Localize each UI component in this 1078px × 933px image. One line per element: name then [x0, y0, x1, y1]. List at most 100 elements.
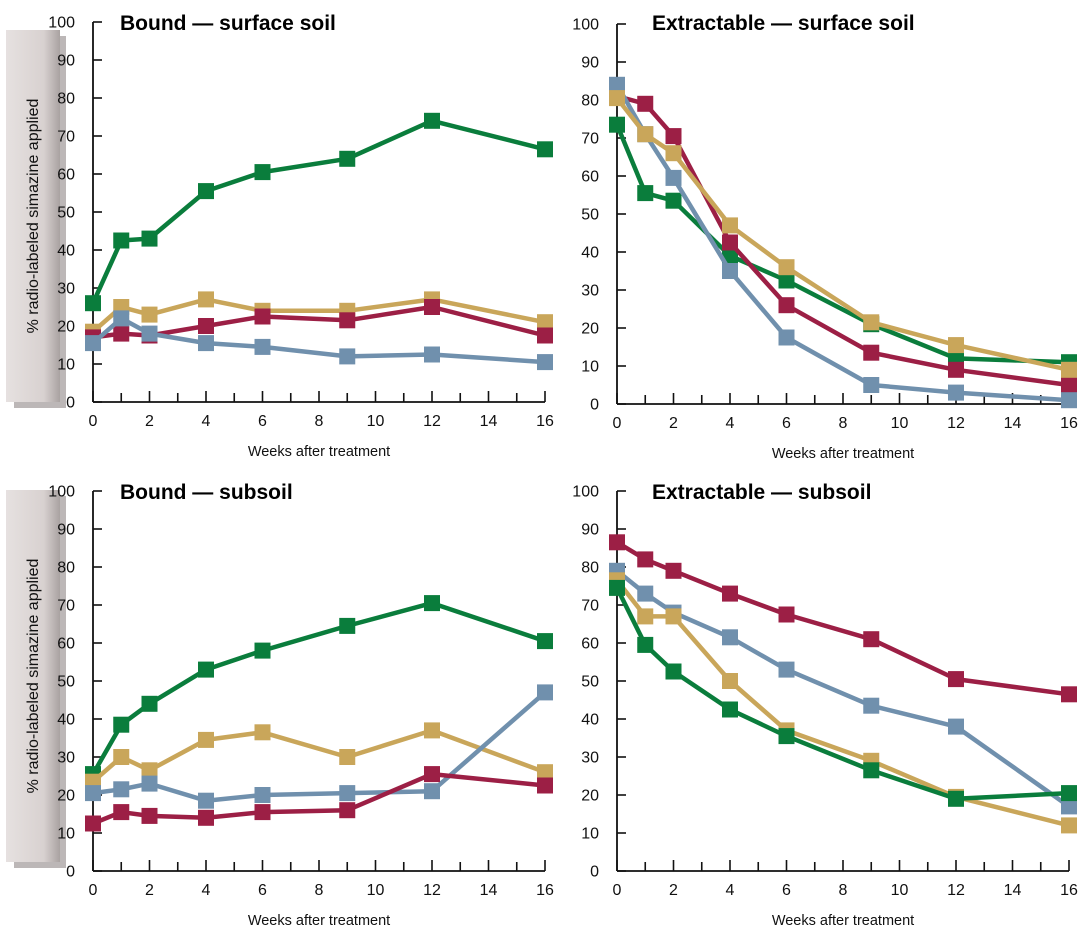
x-tick-label: 8	[315, 882, 324, 899]
data-point-blue	[1061, 392, 1077, 409]
data-point-blue	[722, 629, 738, 646]
y-tick-label: 100	[48, 484, 75, 501]
x-tick-label: 12	[947, 415, 965, 432]
chart-panel: 0 10 20 30 40 50 60 70 80 90 100 0 2 4 6 8 10 12 14 16 Weeks…	[572, 481, 1078, 929]
data-point-maroon	[254, 308, 271, 325]
data-point-blue	[778, 661, 795, 678]
data-point-green	[537, 141, 553, 158]
series-green	[85, 112, 553, 312]
panel-title: Extractable — subsoil	[652, 481, 871, 504]
series-line-tan	[91, 728, 546, 784]
y-tick-label: 20	[57, 788, 75, 805]
data-point-blue	[85, 335, 101, 352]
y-tick-label: 100	[572, 484, 599, 501]
x-tick-label: 14	[1004, 882, 1022, 899]
data-point-tan	[424, 722, 440, 739]
data-point-blue	[778, 329, 795, 346]
data-point-tan	[339, 749, 356, 765]
y-tick-label: 90	[581, 55, 599, 72]
series-line-blue	[91, 316, 546, 365]
x-tick-label: 4	[726, 415, 735, 432]
data-point-green	[722, 701, 738, 718]
y-tick-label: 30	[57, 750, 75, 767]
series-maroon	[609, 534, 1077, 703]
series-maroon	[85, 766, 553, 832]
series-green	[609, 579, 1077, 807]
data-point-blue	[637, 585, 654, 602]
y-tick-label: 80	[581, 560, 599, 577]
data-point-maroon	[637, 551, 654, 568]
data-point-maroon	[113, 325, 130, 342]
y-tick-label: 0	[590, 397, 599, 414]
y-tick-label: 40	[57, 712, 75, 729]
data-point-blue	[113, 310, 130, 327]
data-point-blue	[141, 325, 158, 342]
data-point-tan	[722, 217, 738, 234]
data-point-blue	[537, 684, 553, 701]
data-point-blue	[948, 384, 964, 401]
x-tick-label: 12	[423, 882, 441, 899]
data-point-blue	[113, 781, 130, 798]
panel-title: Bound — subsoil	[120, 481, 293, 504]
series-maroon	[609, 88, 1077, 393]
x-tick-label: 10	[891, 415, 909, 432]
y-tick-label: 40	[57, 243, 75, 260]
data-point-tan	[637, 608, 654, 625]
y-tick-label: 10	[581, 826, 599, 843]
chart-panel: 0 10 20 30 40 50 60 70 80 90 100 0 2 4 6 8 10 12 14 16 Weeks…	[48, 12, 554, 460]
data-point-green	[113, 716, 130, 733]
x-axis-title: Weeks after treatment	[248, 913, 390, 929]
y-tick-label: 60	[581, 169, 599, 186]
data-point-tan	[665, 608, 682, 625]
data-point-green	[609, 579, 625, 596]
data-point-green	[141, 695, 158, 712]
data-point-green	[665, 192, 682, 209]
y-tick-label: 0	[66, 864, 75, 881]
y-tick-label: 0	[590, 864, 599, 881]
y-tick-label: 50	[581, 207, 599, 224]
y-tick-label: 70	[57, 598, 75, 615]
ylabel-box-top: % radio-labeled simazine applied	[6, 30, 66, 408]
x-tick-label: 6	[258, 882, 267, 899]
data-point-maroon	[948, 671, 964, 688]
y-tick-label: 20	[57, 319, 75, 336]
data-point-green	[424, 112, 440, 129]
y-tick-label: 40	[581, 245, 599, 262]
data-point-tan	[722, 673, 738, 689]
series-line-maroon	[92, 771, 546, 826]
data-point-blue	[339, 348, 356, 365]
y-tick-label: 80	[57, 91, 75, 108]
y-tick-label: 10	[581, 359, 599, 376]
data-point-blue	[863, 697, 880, 714]
data-point-green	[339, 617, 356, 634]
x-tick-label: 10	[367, 882, 385, 899]
data-point-maroon	[198, 809, 214, 826]
data-point-tan	[665, 145, 682, 162]
data-point-blue	[537, 354, 553, 371]
data-point-green	[665, 663, 682, 680]
data-point-tan	[254, 724, 271, 741]
y-tick-label: 60	[57, 636, 75, 653]
x-tick-label: 16	[1060, 415, 1078, 432]
data-point-maroon	[948, 361, 964, 378]
panel-title: Bound — surface soil	[120, 12, 336, 35]
data-point-maroon	[254, 804, 271, 821]
y-tick-label: 10	[57, 826, 75, 843]
y-axis-label-bottom: % radio-labeled simazine applied	[25, 559, 42, 794]
data-point-maroon	[1061, 686, 1077, 703]
y-tick-label: 0	[66, 395, 75, 412]
chart-panel: 0 10 20 30 40 50 60 70 80 90 100 0 2 4 6 8 10 12 14 16 Weeks…	[48, 481, 554, 929]
x-tick-label: 2	[669, 882, 678, 899]
x-axis-title: Weeks after treatment	[248, 444, 390, 460]
x-tick-label: 6	[258, 413, 267, 430]
data-point-maroon	[637, 95, 654, 112]
panel-title: Extractable — surface soil	[652, 12, 915, 35]
y-tick-label: 50	[57, 205, 75, 222]
data-point-maroon	[339, 312, 356, 329]
data-point-maroon	[863, 631, 880, 648]
y-tick-label: 40	[581, 712, 599, 729]
data-point-tan	[778, 259, 795, 276]
data-point-green	[254, 642, 271, 659]
data-point-blue	[609, 76, 625, 93]
